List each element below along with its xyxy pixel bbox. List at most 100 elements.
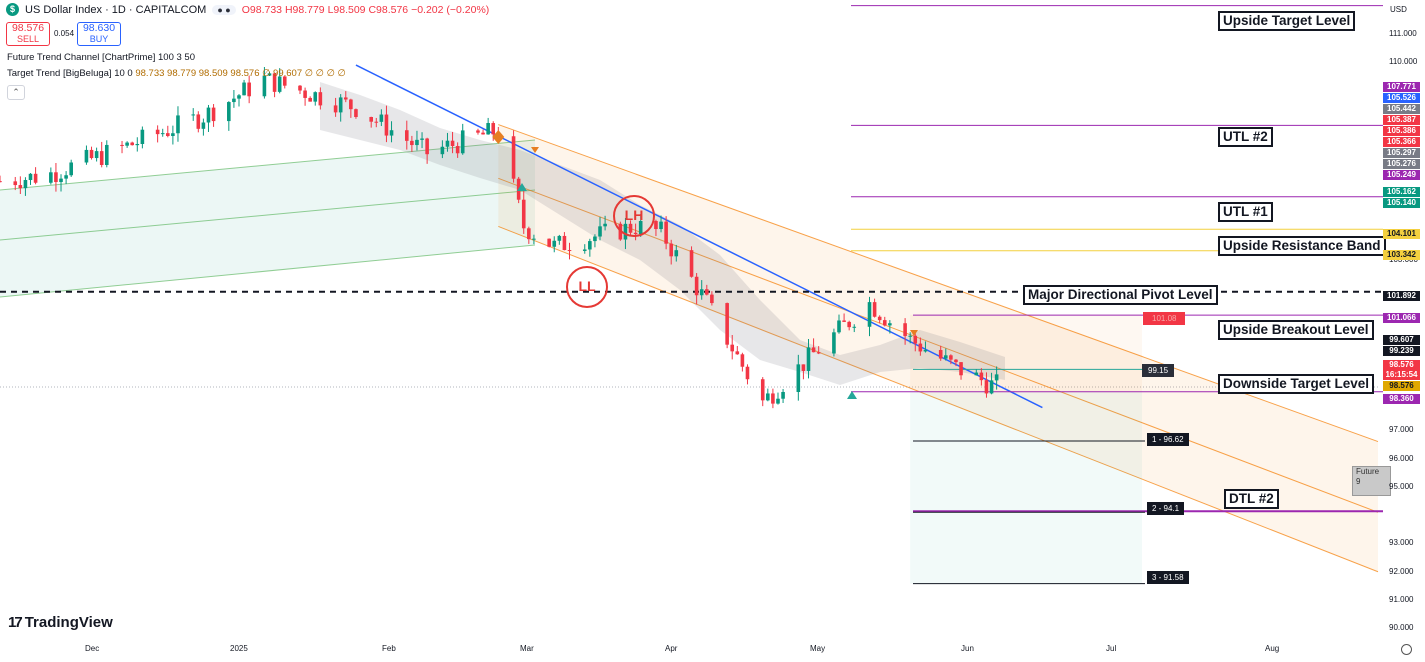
target-2-tag: 2 - 94.1 [1147, 502, 1185, 515]
price-axis-label: 91.000 [1389, 595, 1414, 605]
green-channel-lower [0, 244, 536, 298]
candle-body [913, 335, 918, 344]
upside-target-label: Upside Target Level [1218, 11, 1356, 31]
candle-body [766, 393, 770, 401]
candle-body [237, 95, 241, 99]
indicator-future-trend-channel[interactable]: Future Trend Channel [ChartPrime] 100 3 … [7, 52, 195, 63]
candle-body [460, 130, 465, 154]
candle-body [994, 374, 999, 381]
candle-body [567, 250, 572, 252]
up-arrow-marker [847, 391, 857, 399]
time-axis-label: Apr [665, 644, 678, 653]
sell-button[interactable]: 98.576 SELL [6, 22, 50, 46]
candle-body [974, 372, 979, 376]
candle-body [232, 98, 236, 103]
green-channel-upper [0, 139, 536, 191]
candle-body [140, 129, 145, 145]
candle-body [557, 235, 562, 241]
price-axis-label: 111.000 [1389, 28, 1417, 38]
price-tag: 103.342 [1383, 250, 1420, 260]
chevron-up-icon[interactable]: ⌃ [7, 85, 25, 100]
candle-body [440, 146, 445, 155]
price-tag: 99.239 [1383, 346, 1420, 356]
candle-body [404, 130, 409, 141]
candle-body [425, 138, 429, 155]
settings-icon[interactable] [1401, 644, 1412, 655]
time-axis-label: Feb [382, 644, 396, 653]
candle-body [801, 364, 806, 371]
candle-body [562, 235, 567, 251]
candle-body [699, 289, 704, 296]
candle-body [588, 241, 592, 250]
price-tag: 16:15:54 [1383, 370, 1420, 380]
price-tag: 101.892 [1383, 291, 1420, 301]
currency-label[interactable]: USD [1390, 5, 1407, 14]
candle-body [33, 173, 38, 183]
orange-channel-middle [498, 177, 1379, 513]
spread-value: 0.054 [54, 29, 75, 38]
candle-body [166, 133, 170, 136]
candle-body [872, 302, 877, 317]
candle-body [410, 140, 414, 146]
price-tag: 98.576 [1383, 381, 1420, 391]
candle-body [481, 132, 485, 135]
candle-body [867, 302, 872, 327]
candle-body [94, 151, 99, 159]
candle-body [135, 144, 140, 146]
target-3-tag: 3 - 91.58 [1147, 571, 1189, 584]
grey-ma-band [320, 82, 1005, 385]
blue-trendline [355, 64, 1043, 409]
candle-body [298, 85, 302, 91]
market-status-badge[interactable]: ● ● [212, 4, 236, 15]
candle-body [760, 379, 765, 401]
diamond-marker [492, 130, 505, 144]
candle-body [796, 364, 801, 392]
indicator-target-trend[interactable]: Target Trend [BigBeluga] 10 0 98.733 98.… [7, 68, 346, 79]
candle-body [303, 90, 307, 98]
price-tag: 105.276 [1383, 159, 1420, 169]
time-axis-label: Jun [961, 644, 974, 653]
tradingview-logo-icon: 17 [8, 614, 23, 631]
candle-body [943, 355, 948, 359]
candle-body [710, 294, 714, 304]
lower-low-marker: LL [566, 266, 608, 308]
time-axis-label: Dec [85, 644, 100, 653]
price-axis-label: 93.000 [1389, 538, 1414, 548]
candle-body [582, 249, 587, 251]
buy-button[interactable]: 98.630 BUY [77, 22, 121, 46]
candle-body [603, 223, 607, 227]
candle-body [23, 180, 28, 189]
dtl2-label: DTL #2 [1224, 489, 1279, 509]
candle-body [491, 123, 496, 135]
candle-body [389, 130, 394, 136]
time-axis-label: Mar [520, 644, 534, 653]
candle-body [308, 97, 312, 102]
candle-body [771, 393, 775, 404]
candle-body [191, 114, 196, 116]
price-tag: 104.101 [1383, 229, 1420, 239]
down-arrow-marker [910, 330, 918, 336]
candle-body [593, 236, 597, 242]
price-tag: 105.526 [1383, 93, 1420, 103]
candle-body [277, 76, 282, 92]
candle-body [455, 146, 460, 154]
candle-body [420, 138, 424, 140]
tradingview-logo[interactable]: 17 TradingView [8, 614, 113, 631]
candle-body [654, 220, 658, 230]
candle-body [659, 221, 663, 230]
candle-body [176, 115, 180, 134]
price-tag: 105.442 [1383, 104, 1420, 114]
candle-body [949, 355, 953, 360]
candle-body [28, 173, 33, 181]
symbol-title[interactable]: US Dollar Index · 1D · CAPITALCOM [25, 3, 207, 16]
price-tag: 105.297 [1383, 148, 1420, 158]
price-tag: 98.360 [1383, 394, 1420, 404]
price-axis-label: 96.000 [1389, 453, 1414, 463]
candle-body [888, 323, 892, 326]
candle-body [984, 380, 989, 394]
utl2-label: UTL #2 [1218, 127, 1273, 147]
candle-body [877, 316, 882, 321]
candle-body [837, 320, 841, 333]
mid-level-tag: 99.15 [1142, 364, 1175, 377]
